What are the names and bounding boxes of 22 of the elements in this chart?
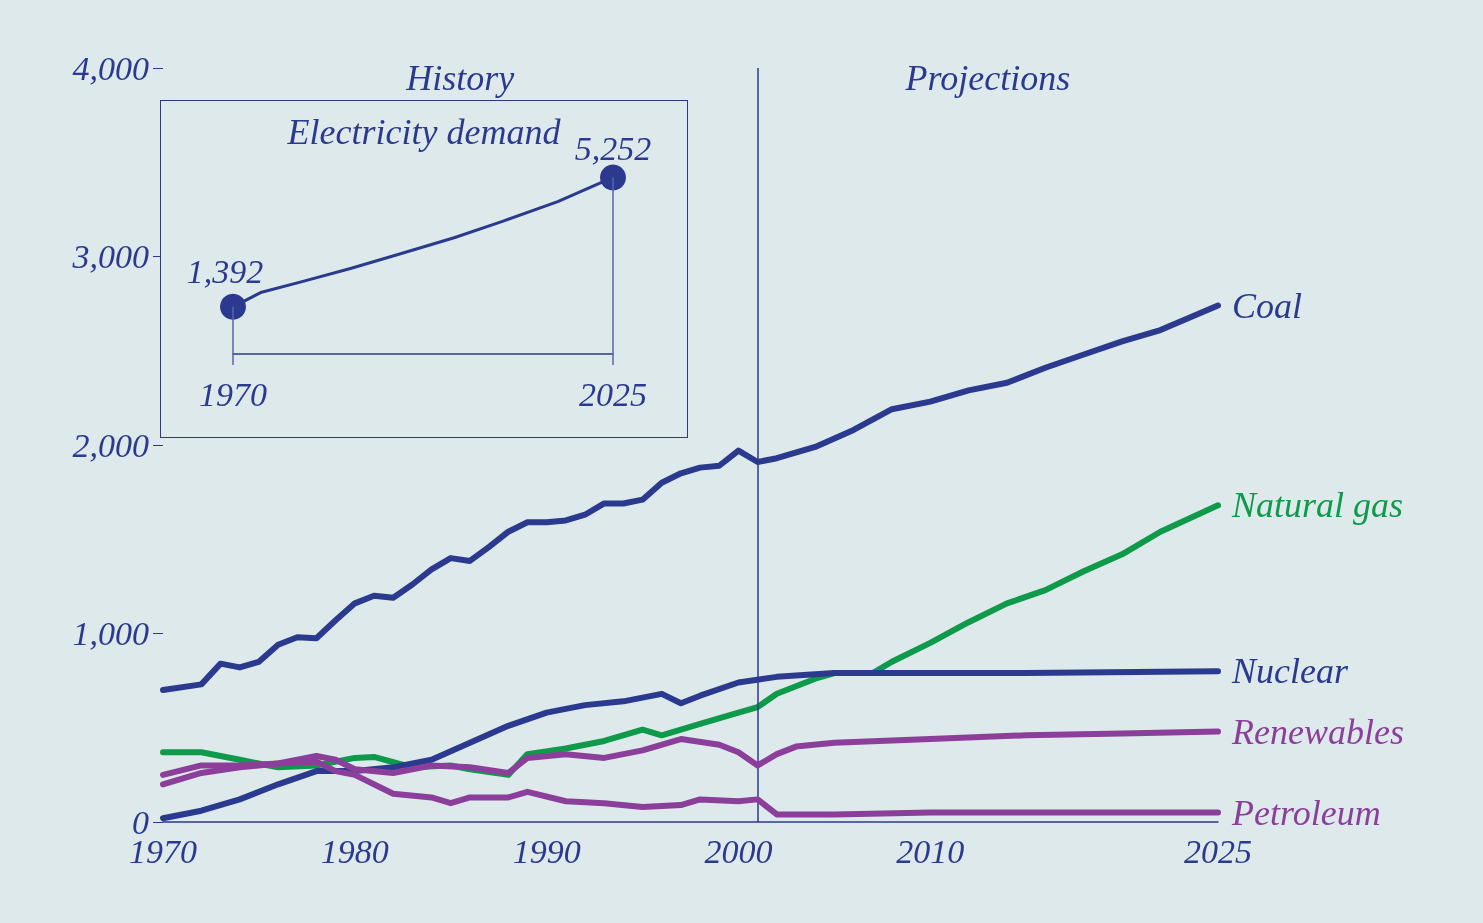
series-label: Natural gas (1231, 485, 1404, 526)
chart-title: Electricity demand (286, 112, 562, 152)
annotation: History (405, 58, 515, 98)
series-label: Nuclear (1231, 651, 1349, 692)
y-tick-label: 1,000 (72, 615, 149, 652)
x-tick-label: 2025 (1184, 832, 1252, 870)
x-tick-label: 2025 (579, 375, 647, 413)
y-tick-label: 4,000 (72, 49, 149, 87)
data-label: 1,392 (186, 253, 264, 291)
x-tick-label: 1980 (320, 832, 389, 870)
x-tick-label: 1970 (199, 375, 267, 413)
x-tick-label: 1990 (512, 832, 581, 870)
data-label: 5,252 (574, 129, 652, 167)
y-tick-label: 3,000 (71, 238, 149, 275)
y-tick-label: 2,000 (72, 426, 149, 464)
x-tick-label: 2000 (704, 832, 773, 870)
series-label: Coal (1232, 285, 1303, 326)
annotation: Projections (904, 58, 1071, 98)
series-label: Petroleum (1231, 792, 1381, 833)
y-tick-label: 0 (132, 803, 149, 841)
x-tick-label: 2010 (896, 832, 965, 870)
series-label: Renewables (1231, 711, 1404, 752)
